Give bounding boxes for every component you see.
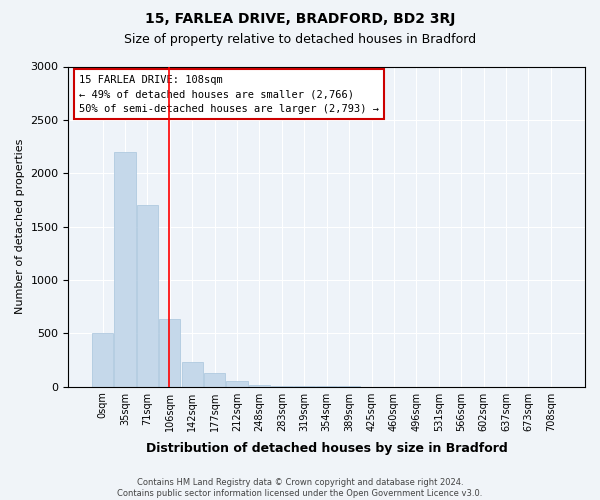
Text: 15, FARLEA DRIVE, BRADFORD, BD2 3RJ: 15, FARLEA DRIVE, BRADFORD, BD2 3RJ [145,12,455,26]
Bar [204,373,225,386]
Bar [159,320,181,386]
X-axis label: Distribution of detached houses by size in Bradford: Distribution of detached houses by size … [146,442,508,455]
Bar [182,362,203,386]
Bar [249,384,270,386]
Bar [92,334,113,386]
Bar [115,152,136,386]
Y-axis label: Number of detached properties: Number of detached properties [15,139,25,314]
Bar [226,382,248,386]
Text: Contains HM Land Registry data © Crown copyright and database right 2024.
Contai: Contains HM Land Registry data © Crown c… [118,478,482,498]
Text: 15 FARLEA DRIVE: 108sqm
← 49% of detached houses are smaller (2,766)
50% of semi: 15 FARLEA DRIVE: 108sqm ← 49% of detache… [79,74,379,114]
Text: Size of property relative to detached houses in Bradford: Size of property relative to detached ho… [124,32,476,46]
Bar [137,205,158,386]
